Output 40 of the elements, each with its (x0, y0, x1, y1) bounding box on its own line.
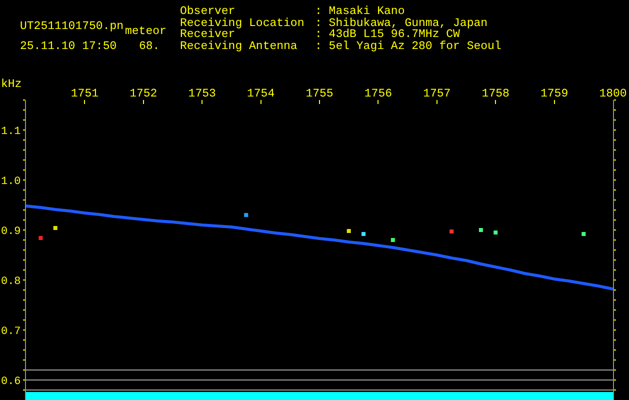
x-tick-label: 1755 (306, 88, 334, 101)
text: Receiver (180, 28, 236, 41)
text: 25.11.10 17:50 (20, 40, 117, 53)
x-tick-label: 1753 (188, 88, 216, 101)
x-tick-label: 1754 (246, 88, 275, 101)
x-tick-label: 1756 (364, 88, 392, 101)
text: : Shibukawa, Gunma, Japan (315, 17, 488, 30)
y-tick-label: 0.6 (0, 376, 21, 388)
y-tick-label: 1.0 (0, 176, 21, 188)
y-tick-label: 0.8 (0, 276, 21, 288)
x-tick-label: 1751 (70, 88, 99, 101)
text: meteor (125, 25, 166, 38)
point (346, 229, 351, 233)
text: Receiving Antenna (180, 40, 298, 53)
x-tick-label: 1759 (540, 88, 568, 101)
point (582, 232, 586, 236)
x-tick-label: 1800 (599, 88, 627, 101)
y-axis-title: kHz (1, 78, 22, 91)
x-tick-label: 1757 (423, 88, 451, 101)
text: : Masaki Kano (315, 5, 405, 18)
text: : 43dB L15 96.7MHz CW (315, 28, 460, 41)
y-tick-label: 0.7 (0, 326, 21, 338)
point (390, 238, 395, 242)
text: Receiving Location (180, 17, 304, 30)
point (53, 226, 58, 230)
line-series (26, 204, 613, 290)
text: UT2511101750.pn (20, 20, 124, 33)
point (478, 228, 483, 232)
y-tick-label: 1.1 (0, 126, 22, 138)
text: : 5el Yagi Az 280 for Seoul (315, 40, 502, 53)
text: Observer (180, 5, 236, 18)
y-tick-label: 0.9 (0, 226, 21, 238)
text: 68. (139, 40, 160, 53)
point (38, 236, 43, 240)
point (450, 230, 454, 234)
point (244, 213, 248, 217)
x-tick-label: 1758 (482, 88, 510, 101)
point (362, 232, 366, 236)
point (494, 230, 498, 234)
x-tick-label: 1752 (130, 88, 158, 101)
